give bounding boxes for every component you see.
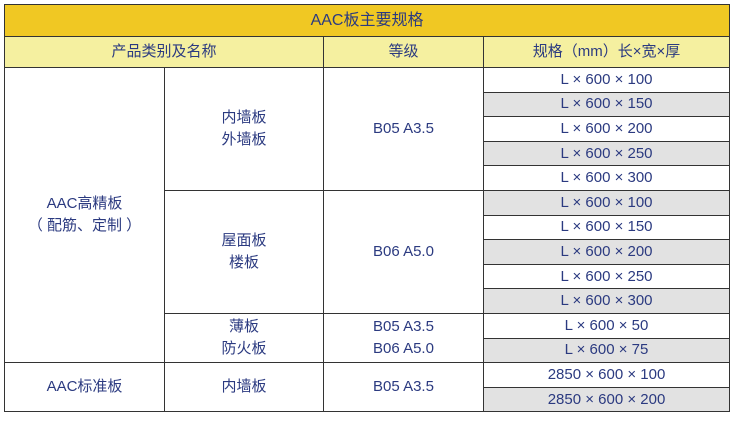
spec-cell: L × 600 × 200	[482, 239, 731, 265]
table-title: AAC板主要规格	[3, 4, 731, 37]
sub-roof: 屋面板 楼板	[164, 189, 324, 314]
spec-cell: L × 600 × 150	[482, 91, 731, 118]
spec-cell: L × 600 × 250	[482, 263, 731, 290]
category-name: AAC高精板	[46, 195, 123, 213]
spec-cell: L × 600 × 250	[482, 140, 731, 167]
sub-name: 屋面板	[221, 231, 267, 249]
spec-cell: 2850 × 600 × 100	[482, 362, 731, 388]
spec-cell: L × 600 × 300	[482, 165, 731, 191]
header-spec: 规格（mm）长×宽×厚	[482, 36, 731, 68]
grade: B05 A3.5	[323, 67, 484, 191]
sub-name: 防火板	[221, 340, 267, 358]
header-grade: 等级	[323, 36, 484, 68]
sub-name: 外墙板	[221, 130, 267, 148]
header-category: 产品类别及名称	[4, 36, 324, 68]
spec-cell: L × 600 × 300	[482, 288, 731, 314]
category-note: （ 配筋、定制 ）	[27, 217, 142, 235]
spec-cell: L × 600 × 75	[482, 337, 731, 364]
grade-value: B05 A3.5	[373, 318, 434, 336]
sub-name: 楼板	[228, 253, 259, 271]
spec-cell: L × 600 × 100	[482, 67, 731, 93]
grade: B05 A3.5 B06 A5.0	[323, 312, 484, 364]
spec-table: AAC板主要规格 产品类别及名称 等级 规格（mm）长×宽×厚 AAC高精板 （ …	[3, 4, 731, 413]
category-standard: AAC标准板	[4, 362, 165, 413]
grade: B06 A5.0	[323, 189, 484, 314]
spec-cell: L × 600 × 200	[482, 116, 731, 142]
grade: B05 A3.5	[323, 362, 484, 413]
spec-cell: L × 600 × 100	[482, 189, 731, 216]
sub-thin: 薄板 防火板	[164, 312, 324, 364]
grade-value: B06 A5.0	[373, 340, 434, 358]
sub-wall: 内墙板	[164, 362, 324, 413]
sub-name: 内墙板	[221, 108, 267, 126]
spec-cell: L × 600 × 150	[482, 214, 731, 241]
sub-wall: 内墙板 外墙板	[164, 67, 324, 191]
sub-name: 薄板	[228, 318, 259, 336]
spec-cell: 2850 × 600 × 200	[482, 386, 731, 413]
spec-cell: L × 600 × 50	[482, 312, 731, 339]
category-high-precision: AAC高精板 （ 配筋、定制 ）	[4, 66, 165, 364]
